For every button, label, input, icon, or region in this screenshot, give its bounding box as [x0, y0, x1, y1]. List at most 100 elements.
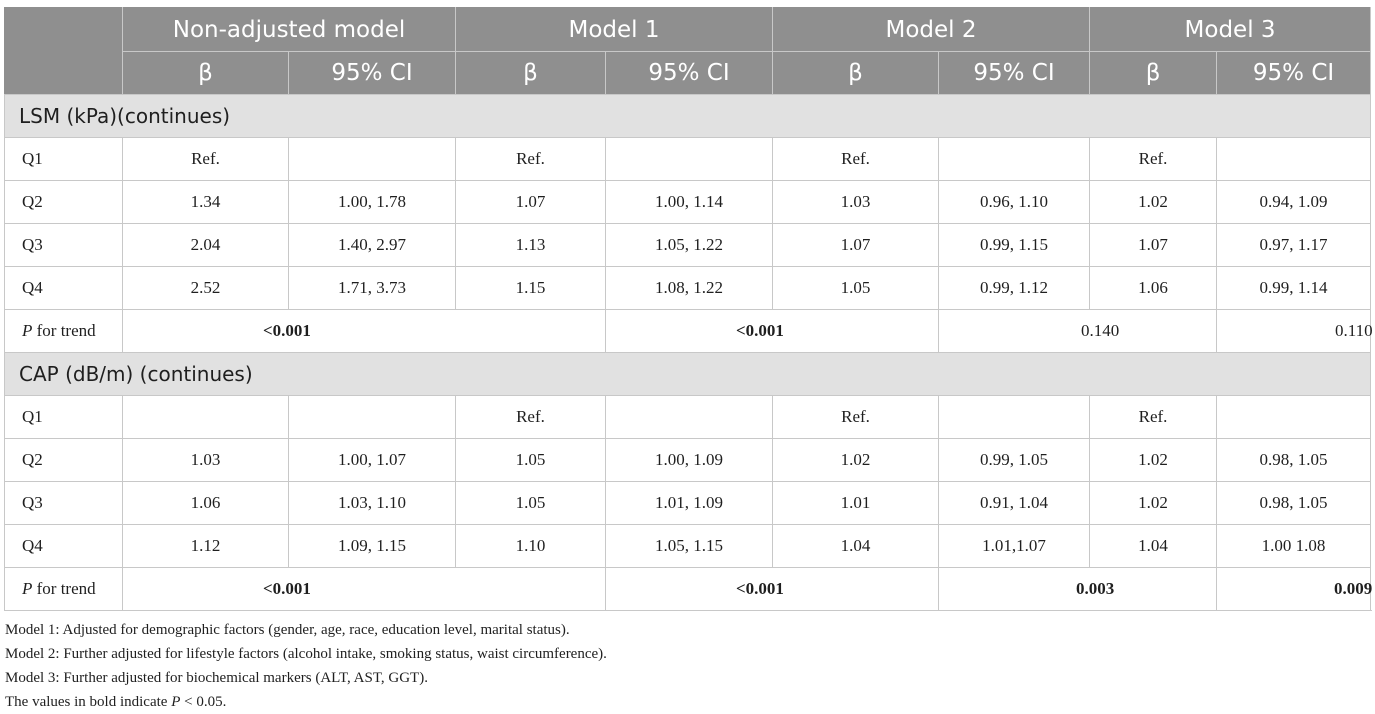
table-body: LSM (kPa)(continues) Q1 Ref. Ref. Ref. R… [3, 94, 1373, 611]
beta-cell: Ref. [772, 395, 940, 439]
beta-cell: 1.34 [122, 180, 289, 224]
ci-cell: 1.71, 3.73 [288, 266, 456, 310]
beta-cell: 1.07 [772, 223, 940, 267]
header-model-3: Model 3 [1089, 7, 1372, 52]
beta-cell: 1.01 [772, 481, 940, 525]
beta-cell: 1.07 [455, 180, 606, 224]
beta-cell: 2.04 [122, 223, 289, 267]
ci-cell: 0.94, 1.09 [1216, 180, 1372, 224]
p-symbol: P [22, 321, 33, 340]
bold-note-suffix: < 0.05. [180, 694, 227, 710]
ci-cell [938, 137, 1091, 181]
ci-cell: 1.09, 1.15 [288, 524, 456, 568]
footnote-model-1: Model 1: Adjusted for demographic factor… [5, 622, 570, 638]
table-header: Non-adjusted model Model 1 Model 2 Model… [4, 7, 1372, 95]
p-trend-value: 0.110 [1216, 309, 1373, 353]
beta-cell: 1.05 [455, 481, 606, 525]
beta-cell: 1.02 [772, 438, 940, 482]
row-label: Q3 [4, 481, 123, 525]
beta-cell: Ref. [1089, 395, 1218, 439]
results-table: Non-adjusted model Model 1 Model 2 Model… [3, 7, 1373, 611]
footnote-model-3: Model 3: Further adjusted for biochemica… [5, 670, 428, 686]
p-symbol: P [22, 579, 33, 598]
ci-cell: 0.98, 1.05 [1216, 481, 1372, 525]
table-row: Q3 2.04 1.40, 2.97 1.13 1.05, 1.22 1.07 … [4, 223, 1372, 267]
p-trend-row: P for trend <0.001 <0.001 0.140 0.110 [4, 309, 1373, 353]
ci-cell: 1.01,1.07 [938, 524, 1091, 568]
beta-cell: 1.02 [1089, 180, 1218, 224]
beta-cell: 1.15 [455, 266, 606, 310]
table-row: Q1 Ref. Ref. Ref. Ref. [4, 137, 1372, 181]
beta-cell: 1.10 [455, 524, 606, 568]
header-ci: 95% CI [1216, 51, 1372, 95]
beta-cell: 2.52 [122, 266, 289, 310]
beta-cell: 1.04 [1089, 524, 1218, 568]
p-trend-row: P for trend <0.001 <0.001 0.003 0.009 [4, 567, 1372, 611]
beta-cell: Ref. [122, 137, 289, 181]
header-corner [4, 7, 123, 95]
row-label: Q4 [4, 524, 123, 568]
bold-note-prefix: The values in bold indicate [5, 694, 172, 710]
ci-cell [288, 137, 456, 181]
beta-cell: Ref. [1089, 137, 1218, 181]
ci-cell: 1.03, 1.10 [288, 481, 456, 525]
ci-cell: 0.97, 1.17 [1216, 223, 1372, 267]
ci-cell: 0.99, 1.15 [938, 223, 1091, 267]
p-trend-value: 0.009 [1216, 567, 1372, 611]
footnote-model-2: Model 2: Further adjusted for lifestyle … [5, 646, 607, 662]
footnote-bold-note: The values in bold indicate P < 0.05. [5, 690, 607, 714]
row-label: P for trend [4, 567, 123, 611]
beta-cell: 1.04 [772, 524, 940, 568]
p-trend-value: <0.001 [604, 567, 940, 611]
beta-cell: 1.02 [1089, 438, 1218, 482]
table-row: Q1 Ref. Ref. Ref. [4, 395, 1372, 439]
ci-cell: 1.08, 1.22 [604, 266, 774, 310]
ci-cell [604, 395, 774, 439]
header-beta: β [122, 51, 289, 95]
header-ci: 95% CI [604, 51, 774, 95]
row-label: Q4 [4, 266, 123, 310]
section-title: LSM (kPa)(continues) [3, 94, 1372, 138]
ci-cell: 1.05, 1.15 [604, 524, 774, 568]
section-title: CAP (dB/m) (continues) [3, 352, 1372, 396]
beta-cell: Ref. [455, 395, 606, 439]
ci-cell: 1.00 1.08 [1216, 524, 1372, 568]
ci-cell: 0.99, 1.14 [1216, 266, 1372, 310]
trend-label: for trend [32, 579, 96, 598]
table-row: Q4 2.52 1.71, 3.73 1.15 1.08, 1.22 1.05 … [4, 266, 1372, 310]
row-label: Q3 [4, 223, 123, 267]
header-model-1: Model 1 [454, 7, 774, 52]
beta-cell: 1.02 [1089, 481, 1218, 525]
ci-cell: 1.00, 1.78 [288, 180, 456, 224]
beta-cell: 1.05 [772, 266, 940, 310]
table-row: Q2 1.34 1.00, 1.78 1.07 1.00, 1.14 1.03 … [4, 180, 1372, 224]
ci-cell: 0.96, 1.10 [938, 180, 1091, 224]
ci-cell [1216, 395, 1372, 439]
header-non-adjusted-model: Non-adjusted model [122, 7, 456, 52]
ci-cell: 1.01, 1.09 [604, 481, 774, 525]
table-row: Q2 1.03 1.00, 1.07 1.05 1.00, 1.09 1.02 … [4, 438, 1372, 482]
beta-cell: 1.12 [122, 524, 289, 568]
beta-cell: Ref. [772, 137, 940, 181]
row-label: Q1 [4, 137, 123, 181]
row-label: P for trend [4, 309, 123, 353]
ci-cell: 1.00, 1.14 [604, 180, 774, 224]
beta-cell: Ref. [455, 137, 606, 181]
beta-cell: 1.06 [1089, 266, 1218, 310]
p-trend-value: 0.003 [938, 567, 1218, 611]
table-row: Q4 1.12 1.09, 1.15 1.10 1.05, 1.15 1.04 … [4, 524, 1372, 568]
p-trend-value: <0.001 [122, 567, 606, 611]
header-beta: β [455, 51, 606, 95]
ci-cell [1216, 137, 1372, 181]
beta-cell [122, 395, 289, 439]
row-label: Q2 [4, 180, 123, 224]
header-beta: β [1089, 51, 1218, 95]
header-beta: β [772, 51, 940, 95]
ci-cell: 1.05, 1.22 [604, 223, 774, 267]
ci-cell: 1.00, 1.07 [288, 438, 456, 482]
beta-cell: 1.03 [772, 180, 940, 224]
ci-cell: 1.00, 1.09 [604, 438, 774, 482]
beta-cell: 1.13 [455, 223, 606, 267]
p-trend-value: <0.001 [122, 309, 606, 353]
beta-cell: 1.03 [122, 438, 289, 482]
